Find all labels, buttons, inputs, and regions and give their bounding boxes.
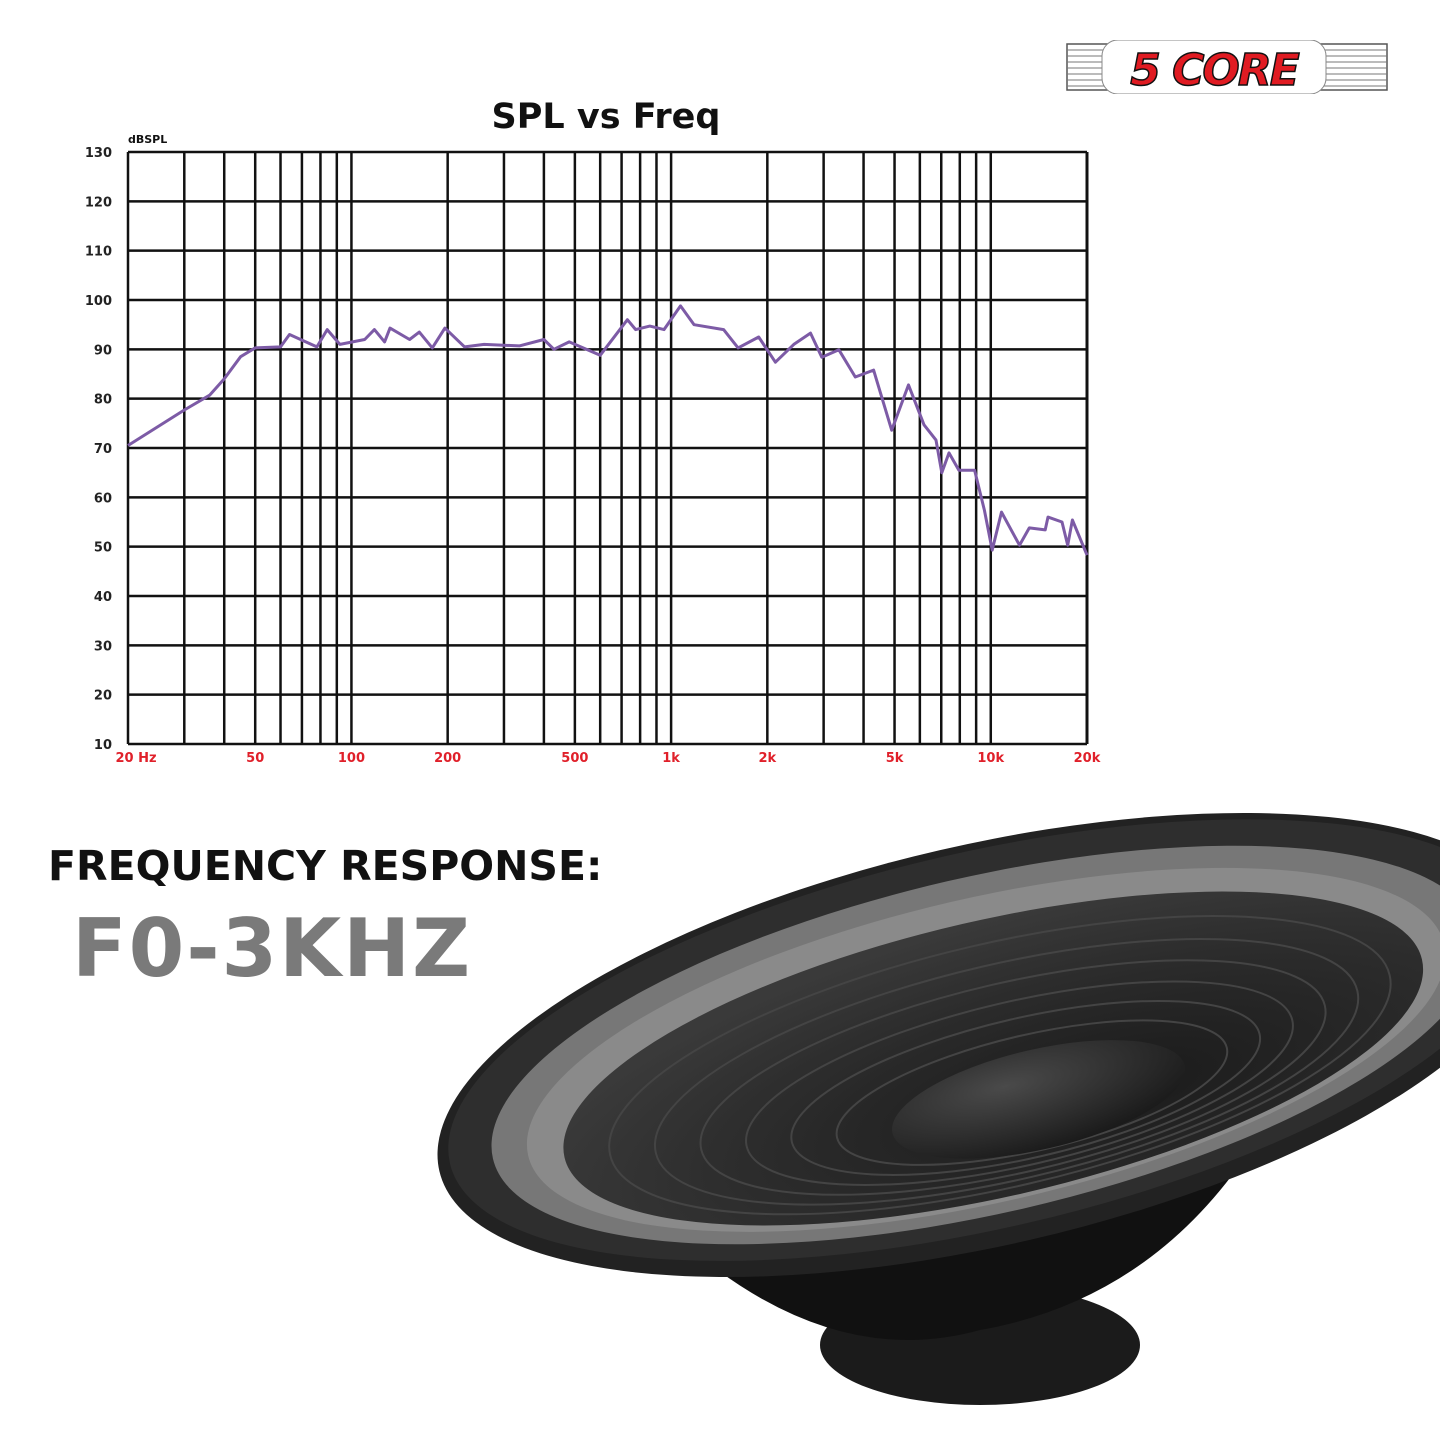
x-tick-label: 1k	[662, 751, 680, 766]
y-tick-label: 50	[94, 541, 112, 556]
x-tick-label: 2k	[758, 751, 776, 766]
y-tick-label: 120	[85, 195, 112, 210]
brand-logo: 5 CORE	[1066, 39, 1388, 97]
frequency-response-label: FREQUENCY RESPONSE:	[48, 842, 603, 890]
y-tick-label: 10	[94, 738, 112, 753]
y-tick-label: 90	[94, 343, 112, 358]
x-tick-label: 100	[338, 751, 365, 766]
x-tick-label: 5k	[886, 751, 904, 766]
y-tick-label: 130	[85, 146, 112, 161]
x-tick-label: 200	[434, 751, 461, 766]
chart-title: SPL vs Freq	[492, 97, 721, 137]
y-axis-label: dBSPL	[128, 133, 167, 146]
x-tick-label: 10k	[977, 751, 1004, 766]
y-tick-label: 100	[85, 294, 112, 309]
y-tick-label: 80	[94, 393, 112, 408]
y-tick-label: 20	[94, 689, 112, 704]
y-tick-label: 40	[94, 590, 112, 605]
x-tick-label: 20 Hz	[115, 751, 156, 766]
y-tick-label: 30	[94, 639, 112, 654]
x-tick-label: 50	[246, 751, 264, 766]
y-tick-label: 60	[94, 491, 112, 506]
x-tick-label: 20k	[1074, 751, 1101, 766]
x-tick-label: 500	[561, 751, 588, 766]
y-tick-label: 110	[85, 245, 112, 260]
svg-text:5 CORE: 5 CORE	[1130, 45, 1300, 94]
frequency-response-value: F0-3KHZ	[72, 902, 473, 995]
y-tick-label: 70	[94, 442, 112, 457]
spl-chart: SPL vs Freq dBSPL 10 20 30 40 50 60 70 80 90 100 1…	[85, 97, 1101, 766]
